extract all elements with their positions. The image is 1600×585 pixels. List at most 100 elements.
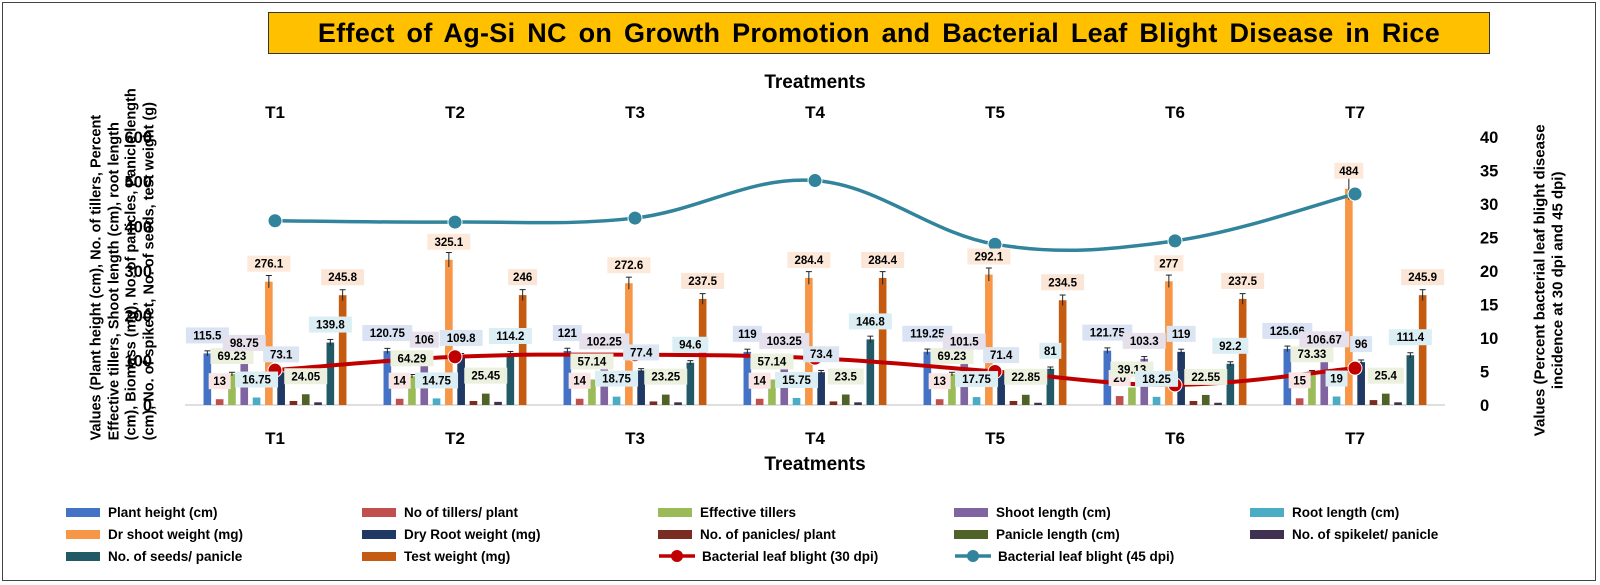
- chart-title-box: Effect of Ag-Si NC on Growth Promotion a…: [268, 12, 1490, 54]
- bar: [1394, 402, 1402, 405]
- data-label-bg: [210, 348, 254, 365]
- bar: [395, 398, 404, 405]
- data-label: 81: [1044, 346, 1057, 358]
- legend-swatch: [1250, 529, 1284, 539]
- data-label-bg: [1122, 332, 1166, 349]
- legend-label: Bacterial leaf blight (45 dpi): [998, 548, 1175, 564]
- x-tick-label-bottom: T6: [1165, 429, 1185, 448]
- data-label: 15: [1293, 375, 1306, 387]
- bar: [563, 350, 572, 405]
- bar: [854, 402, 862, 405]
- x-tick-label-top: T1: [265, 103, 285, 122]
- bar: [383, 351, 392, 405]
- data-label-bg: [787, 251, 831, 268]
- y2-tick-label: 15: [1480, 297, 1498, 315]
- bar: [829, 401, 838, 405]
- legend-item: Shoot length (cm): [954, 503, 1111, 521]
- bar: [661, 394, 670, 405]
- data-label-bg: [775, 371, 819, 388]
- legend-label: Shoot length (cm): [996, 504, 1111, 520]
- bar: [457, 355, 465, 405]
- data-label: 103.3: [1130, 336, 1159, 348]
- bar: [408, 376, 416, 405]
- point-blb-45dpi: [627, 210, 643, 226]
- bar: [1115, 396, 1124, 405]
- point-blb-45dpi: [447, 214, 463, 230]
- data-label: 57.14: [758, 356, 787, 368]
- bar: [649, 401, 658, 405]
- y-axis-label-line: Values (Plant height (cm), No. of tiller…: [88, 114, 105, 441]
- data-label: 101.5: [950, 337, 979, 349]
- data-label-bg: [1388, 329, 1432, 346]
- data-label-bg: [967, 248, 1011, 265]
- bar: [1165, 281, 1173, 405]
- y-axis-label-line: (cm), No. of spikelet, No. of seeds, tes…: [141, 102, 158, 441]
- y-tick-label: 600: [124, 129, 152, 147]
- data-label: 484: [1339, 166, 1359, 178]
- legend-item: No. of seeds/ panicle: [66, 547, 242, 565]
- point-blb-45dpi: [1167, 233, 1183, 249]
- bar: [1418, 295, 1427, 405]
- data-label: 119: [1172, 329, 1191, 341]
- data-label-bg: [208, 373, 231, 390]
- point-blb-45dpi: [807, 173, 823, 189]
- y2-axis-label-line: incidence at 30 dpi and 45 dpi): [1550, 171, 1567, 390]
- bar: [1381, 393, 1390, 405]
- legend-item: Effective tillers: [658, 503, 796, 521]
- y2-tick-label: 20: [1480, 263, 1498, 281]
- data-label: 71.4: [990, 350, 1013, 362]
- y2-tick-label: 30: [1480, 196, 1498, 214]
- bar: [674, 402, 682, 405]
- bar: [743, 351, 752, 405]
- data-label-bg: [1212, 337, 1249, 354]
- data-label: 14: [573, 376, 586, 388]
- data-label-bg: [362, 325, 413, 342]
- legend-item: Dr shoot weight (mg): [66, 525, 243, 543]
- data-label-bg: [388, 372, 411, 389]
- data-label-bg: [759, 332, 810, 349]
- data-label-bg: [247, 255, 291, 272]
- data-label: 245.8: [328, 272, 357, 284]
- data-label-bg: [748, 372, 771, 389]
- data-label-bg: [595, 370, 639, 387]
- legend-label: Dry Root weight (mg): [404, 526, 541, 542]
- data-label-bg: [1004, 368, 1048, 385]
- bar: [997, 373, 1005, 405]
- bar: [1177, 351, 1185, 405]
- bar: [1332, 396, 1341, 405]
- data-label-bg: [902, 325, 953, 342]
- data-label-bg: [409, 331, 439, 348]
- legend-line-swatch: [955, 550, 991, 562]
- legend-swatch: [658, 507, 692, 517]
- bar: [1021, 394, 1030, 405]
- data-label-bg: [1082, 324, 1133, 341]
- data-label: 139.8: [316, 320, 345, 332]
- legend-label: Bacterial leaf blight (30 dpi): [702, 548, 879, 564]
- y2-axis-label: Values (Percent bacterial leaf blight di…: [1532, 120, 1569, 440]
- y2-tick-label: 0: [1480, 397, 1489, 415]
- legend-label: No. of panicles/ plant: [700, 526, 836, 542]
- data-label-bg: [848, 313, 892, 330]
- data-label-bg: [983, 347, 1020, 364]
- data-label: 15.75: [782, 375, 811, 387]
- y-tick-label: 100: [124, 352, 152, 370]
- data-label: 106.67: [1307, 334, 1342, 346]
- data-label: 114.2: [496, 331, 524, 343]
- bar: [1201, 394, 1210, 405]
- data-label-bg: [955, 371, 999, 388]
- bar: [215, 399, 224, 405]
- data-label: 94.6: [679, 340, 701, 352]
- data-label-bg: [803, 346, 840, 363]
- data-label-bg: [1288, 372, 1311, 389]
- x-tick-label-top: T6: [1165, 103, 1185, 122]
- data-label: 96: [1355, 339, 1368, 351]
- data-label-bg: [1334, 162, 1364, 179]
- bar: [1009, 400, 1018, 405]
- bar: [841, 394, 850, 405]
- legend-label: Test weight (mg): [404, 548, 511, 564]
- y2-axis-label-line: Values (Percent bacterial leaf blight di…: [1531, 124, 1549, 437]
- legend-item: Test weight (mg): [362, 547, 510, 565]
- point-blb-45dpi: [267, 213, 283, 229]
- legend-item: Bacterial leaf blight (45 dpi): [954, 547, 1174, 565]
- data-label-bg: [861, 251, 905, 268]
